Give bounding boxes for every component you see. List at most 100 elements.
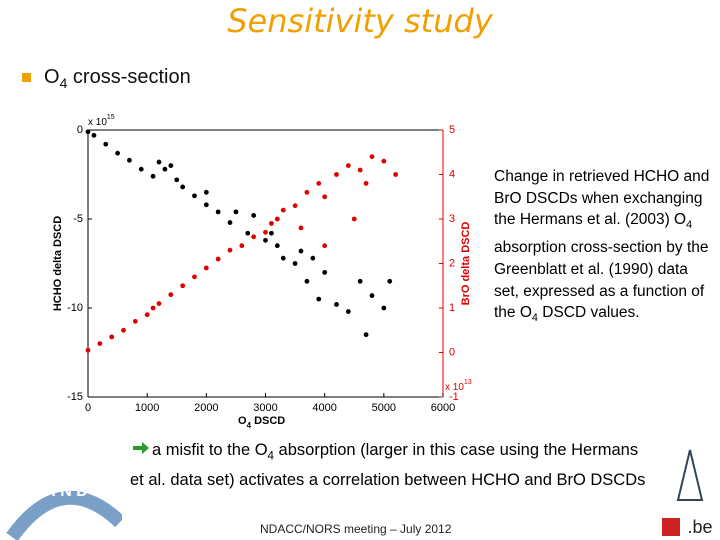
point bbox=[144, 312, 150, 318]
point bbox=[174, 177, 180, 183]
point bbox=[215, 209, 221, 215]
text: absorption cross-section by the Greenbla… bbox=[494, 239, 709, 322]
footer: NDACC/NORS meeting – July 2012 bbox=[260, 522, 452, 536]
point bbox=[203, 202, 209, 208]
point bbox=[215, 256, 221, 262]
point bbox=[322, 243, 328, 249]
point bbox=[280, 207, 286, 213]
superscript: 15 bbox=[107, 114, 115, 121]
y2-tick-label: 4 bbox=[449, 168, 455, 180]
bullet-text: O4 cross-section bbox=[44, 66, 191, 91]
point bbox=[280, 255, 286, 261]
point bbox=[180, 184, 186, 190]
point bbox=[115, 150, 120, 156]
point bbox=[393, 172, 399, 177]
logo-text: C I N D I bbox=[35, 483, 96, 500]
point bbox=[203, 189, 209, 195]
point bbox=[263, 229, 268, 235]
point bbox=[274, 243, 280, 249]
bullet-marker bbox=[22, 73, 31, 82]
x-tick-label: 3000 bbox=[253, 402, 277, 414]
y2-exponent: x 1013 bbox=[445, 379, 472, 393]
y-tick-label: 0 bbox=[77, 124, 83, 136]
logo-left: C I N D I bbox=[6, 483, 122, 540]
point bbox=[274, 216, 280, 222]
point bbox=[192, 274, 197, 280]
text: O bbox=[44, 66, 60, 88]
point bbox=[304, 189, 310, 195]
point bbox=[168, 292, 174, 298]
point bbox=[345, 309, 351, 314]
arrow bbox=[133, 442, 149, 454]
text: cross-section bbox=[67, 66, 191, 88]
point bbox=[227, 220, 233, 225]
y2-tick-label: -1 bbox=[449, 391, 459, 403]
y-tick-label: -15 bbox=[67, 391, 83, 403]
text: x 10 bbox=[445, 382, 464, 393]
y2-tick-label: 3 bbox=[449, 213, 455, 225]
y2-tick-label: 1 bbox=[449, 302, 455, 314]
y-axis-label: HCHO delta DSCD bbox=[52, 216, 64, 311]
point bbox=[357, 278, 363, 284]
point bbox=[310, 255, 316, 261]
point bbox=[85, 129, 91, 135]
x-axis-label: O4 DSCD bbox=[238, 415, 285, 430]
conclusion: a misfit to the O4 absorption (larger in… bbox=[130, 438, 650, 492]
x-tick-label: 0 bbox=[85, 402, 91, 414]
point bbox=[316, 181, 322, 186]
point bbox=[85, 347, 91, 353]
point bbox=[345, 163, 351, 169]
subscript: 4 bbox=[59, 75, 68, 91]
point bbox=[369, 154, 375, 160]
logo-right: .be bbox=[662, 449, 713, 537]
x-tick-label: 4000 bbox=[312, 402, 336, 414]
point bbox=[322, 270, 328, 275]
y-tick-label: -5 bbox=[73, 213, 83, 225]
point bbox=[109, 334, 115, 340]
slide-title: Sensitivity study bbox=[227, 2, 493, 40]
subscript: 4 bbox=[531, 312, 538, 325]
point bbox=[387, 278, 393, 284]
point bbox=[304, 278, 310, 284]
x-tick-label: 1000 bbox=[135, 402, 159, 414]
point bbox=[292, 203, 298, 209]
text: a misfit to the O bbox=[152, 441, 268, 459]
y2-tick-label: 5 bbox=[449, 124, 455, 136]
caption: Change in retrieved HCHO and BrO DSCDs w… bbox=[494, 166, 712, 330]
point bbox=[251, 234, 257, 240]
point bbox=[180, 283, 186, 289]
point bbox=[334, 172, 339, 177]
text: DSCD values. bbox=[537, 304, 640, 322]
x-tick-label: 5000 bbox=[372, 402, 396, 414]
point bbox=[316, 296, 322, 302]
text: x 10 bbox=[88, 117, 107, 128]
point bbox=[91, 132, 97, 138]
y-exponent: x 1015 bbox=[88, 114, 115, 128]
point bbox=[298, 225, 304, 231]
point bbox=[156, 159, 162, 165]
point bbox=[357, 167, 363, 173]
y-tick-label: -10 bbox=[67, 302, 83, 314]
point bbox=[150, 173, 156, 179]
x-tick-label: 6000 bbox=[431, 402, 455, 414]
point bbox=[269, 230, 274, 236]
point bbox=[150, 305, 156, 311]
x-tick-label: 2000 bbox=[194, 402, 218, 414]
logo-text: .be bbox=[687, 517, 712, 537]
text: O bbox=[238, 415, 247, 427]
subscript: 4 bbox=[267, 450, 274, 463]
point bbox=[239, 243, 245, 249]
point bbox=[121, 327, 126, 333]
point bbox=[227, 247, 233, 253]
point bbox=[322, 194, 328, 200]
point bbox=[363, 332, 369, 338]
point bbox=[381, 305, 387, 311]
point bbox=[156, 301, 162, 306]
text: Change in retrieved HCHO and BrO DSCDs w… bbox=[494, 168, 710, 229]
point bbox=[334, 302, 339, 307]
y2-axis-label: BrO delta DSCD bbox=[460, 222, 472, 306]
point bbox=[292, 261, 298, 266]
point bbox=[138, 166, 144, 172]
point bbox=[381, 158, 387, 164]
